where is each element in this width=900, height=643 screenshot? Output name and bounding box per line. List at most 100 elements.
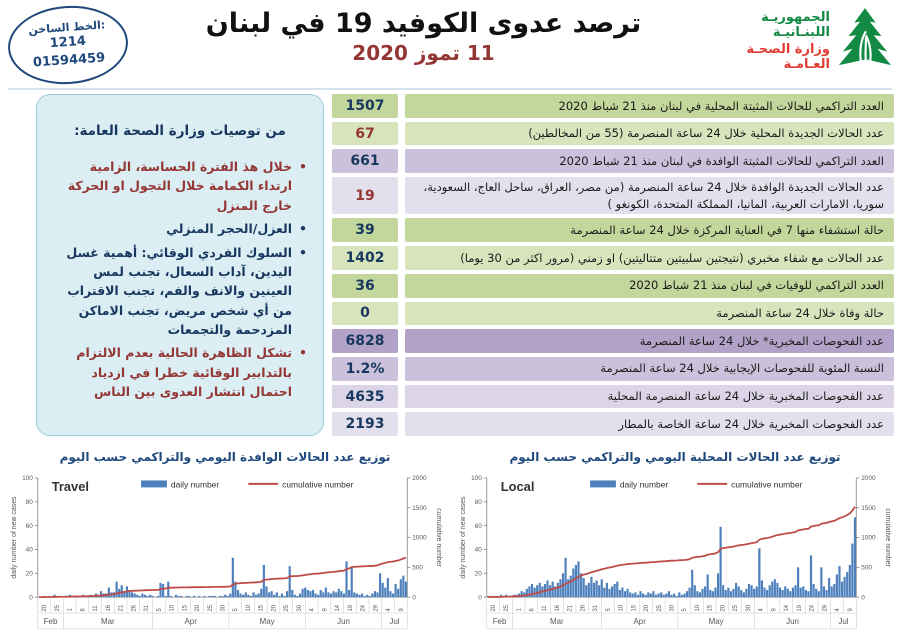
travel-chart: 0 20 40 60 80 100 0 500 1000 1500 2000 daily number… xyxy=(8,472,443,635)
stat-value: 661 xyxy=(332,149,398,174)
legend-bar-swatch xyxy=(141,480,167,488)
chart-titles-row: توزيع عدد الحالات الوافدة اليومي والتراك… xyxy=(0,450,900,464)
x-axis-tick: 14 xyxy=(784,604,790,611)
stat-row: عدد الفحوصات المخبرية خلال 24 ساعة الخاص… xyxy=(332,412,894,437)
header: الخط الساخن: 1214 01594459 ترصد عدوى الك… xyxy=(0,0,900,89)
main-content: من توصيات وزارة الصحة العامة: • خلال هذ ا… xyxy=(0,94,900,437)
recommendation-text: خلال هذ الفترة الحساسة، الزامية ارتداء ا… xyxy=(67,159,292,213)
stat-value: 67 xyxy=(332,121,398,146)
x-axis-tick: 20 xyxy=(195,604,201,611)
stat-value: 6828 xyxy=(332,329,398,353)
x-axis-tick: 4 xyxy=(835,608,841,612)
y-axis-tick-right: 500 xyxy=(412,565,423,572)
recommendations-list: • خلال هذ الفترة الحساسة، الزامية ارتداء … xyxy=(53,157,307,402)
stat-label: حالة استشفاء منها 7 في العناية المركزة خ… xyxy=(405,218,894,243)
stat-row: العدد التراكمي للحالات المثبتة المحلية ف… xyxy=(332,94,894,118)
recommendation-item: • السلوك الفردي الوقائي: أهمية غسل اليدين… xyxy=(53,243,307,340)
stat-row: عدد الحالات مع شفاء مخبري (نتيجتين سلبيت… xyxy=(332,246,894,270)
report-date: 11 تموز 2020 xyxy=(352,41,495,65)
x-axis-tick: 5 xyxy=(157,608,163,612)
y-axis-tick-left: 60 xyxy=(475,523,483,530)
stat-value: 19 xyxy=(332,177,398,215)
stat-value: 36 xyxy=(332,273,398,298)
legend-daily-label: daily number xyxy=(620,479,668,489)
x-axis-tick: 15 xyxy=(708,604,714,611)
hotline-badge: الخط الساخن: 1214 01594459 xyxy=(5,1,131,89)
y-axis-tick-right: 0 xyxy=(412,594,416,601)
chart-title-label: Travel xyxy=(52,479,89,494)
y-axis-tick-left: 60 xyxy=(26,523,34,530)
bullet-icon: • xyxy=(299,345,307,361)
x-axis-tick: 10 xyxy=(619,604,625,611)
x-axis-tick: 10 xyxy=(695,604,701,611)
ministry-line-1: الجمهوريـة اللبنـانيـة xyxy=(761,10,830,40)
x-axis-tick: 5 xyxy=(606,608,612,612)
x-axis-tick: 15 xyxy=(631,604,637,611)
x-axis-tick: 1 xyxy=(68,608,74,612)
y-axis-title-left: daily number of new cases xyxy=(460,496,467,579)
recommendation-item: • العزل/الحجر المنزلي xyxy=(53,219,307,238)
stat-row: حالة استشفاء منها 7 في العناية المركزة خ… xyxy=(332,218,894,243)
stat-row: العدد التراكمي للوفيات في لبنان منذ 21 ش… xyxy=(332,273,894,298)
stat-row: العدد التراكمي للحالات المثبتة الوافدة ف… xyxy=(332,149,894,174)
y-axis-title-left: daily number of new cases xyxy=(11,496,18,579)
y-axis-tick-right: 1500 xyxy=(861,505,876,512)
x-axis-tick: 4 xyxy=(310,608,316,612)
cumulative-line xyxy=(39,556,407,599)
x-axis-tick: 20 xyxy=(644,604,650,611)
y-axis-tick-right: 1500 xyxy=(412,505,427,512)
month-label: May xyxy=(709,617,724,626)
month-label: May xyxy=(260,617,275,626)
y-axis-tick-right: 2000 xyxy=(412,475,427,482)
x-axis-tick: 31 xyxy=(593,604,599,611)
x-axis-tick: 30 xyxy=(670,604,676,611)
stat-value: 0 xyxy=(332,301,398,326)
x-axis-tick: 30 xyxy=(746,604,752,611)
y-axis-tick-left: 100 xyxy=(471,475,482,482)
month-label: Apr xyxy=(184,617,197,626)
y-axis-tick-left: 40 xyxy=(26,547,34,554)
x-axis-tick: 25 xyxy=(208,604,214,611)
ministry-name: الجمهوريـة اللبنـانيـة وزارة الصحـة العـ… xyxy=(719,6,830,72)
y-axis-tick-left: 20 xyxy=(26,570,34,577)
y-axis-tick-right: 500 xyxy=(861,565,872,572)
x-axis-tick: 26 xyxy=(131,604,137,611)
title-block: ترصد عدوى الكوفيد 19 في لبنان 11 تموز 20… xyxy=(128,4,719,65)
recommendation-item: • تشكل الظاهرة الحالية بعدم الالتزام بالت… xyxy=(53,343,307,401)
stat-label: النسبة المئوية للفحوصات الإيجابية خلال 2… xyxy=(405,356,894,381)
stat-label: عدد الحالات مع شفاء مخبري (نتيجتين سلبيت… xyxy=(405,246,894,270)
x-axis-tick: 25 xyxy=(733,604,739,611)
x-axis-tick: 15 xyxy=(259,604,265,611)
x-axis-tick: 10 xyxy=(170,604,176,611)
x-axis-tick: 11 xyxy=(542,605,548,612)
stat-label: العدد التراكمي للوفيات في لبنان منذ 21 ش… xyxy=(405,273,894,298)
x-axis-tick: 29 xyxy=(822,604,828,611)
bullet-icon: • xyxy=(299,244,307,260)
x-axis-tick: 9 xyxy=(399,608,405,612)
y-axis-title-right: cumulative number xyxy=(435,508,442,567)
month-label: Jul xyxy=(389,617,399,626)
stat-value: 1.2% xyxy=(332,356,398,381)
x-axis-tick: 6 xyxy=(80,608,86,612)
y-axis-tick-left: 40 xyxy=(475,547,483,554)
y-axis-title-right: cumulative number xyxy=(884,508,891,567)
local-chart: 0 20 40 60 80 100 0 500 1000 1500 2000 daily number… xyxy=(457,472,892,635)
ministry-line-2: وزارة الصحـة العـامـة xyxy=(746,42,830,72)
month-label: Jun xyxy=(337,617,350,626)
y-axis-tick-right: 1000 xyxy=(861,535,876,542)
month-label: Jun xyxy=(786,617,799,626)
y-axis-tick-right: 0 xyxy=(861,594,865,601)
charts-row: 0 20 40 60 80 100 0 500 1000 1500 2000 daily number… xyxy=(0,464,900,635)
x-axis-tick: 20 xyxy=(720,604,726,611)
legend-daily-label: daily number xyxy=(171,479,219,489)
stat-label: عدد الفحوصات المخبرية خلال 24 ساعة المنص… xyxy=(405,384,894,409)
x-axis-tick: 5 xyxy=(233,608,239,612)
stat-label: عدد الفحوصات المخبرية خلال 24 ساعة الخاص… xyxy=(405,412,894,437)
x-axis-tick: 31 xyxy=(144,604,150,611)
y-axis-tick-left: 80 xyxy=(475,499,483,506)
month-label: Jul xyxy=(838,617,848,626)
x-axis-tick: 20 xyxy=(491,604,497,611)
